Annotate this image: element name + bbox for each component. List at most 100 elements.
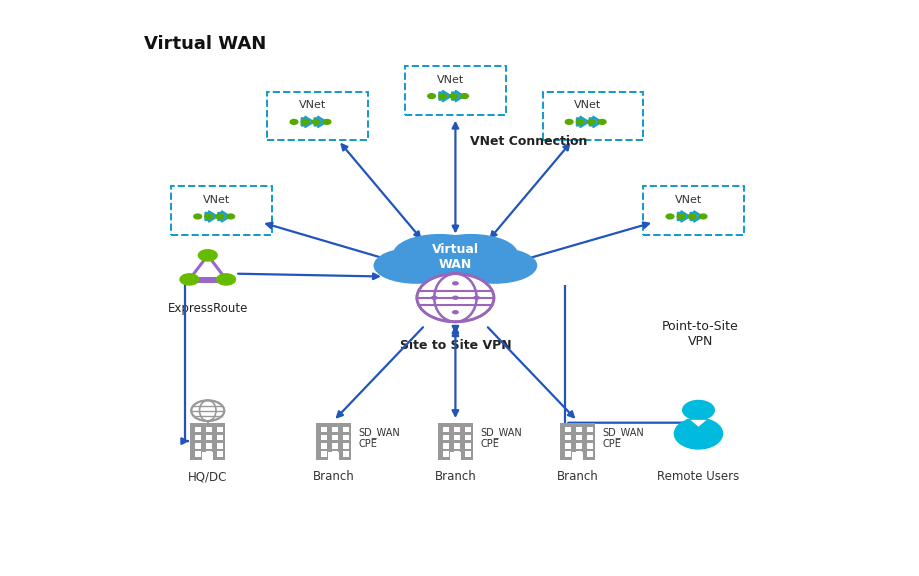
FancyArrow shape (576, 116, 589, 128)
Text: VNet: VNet (437, 74, 463, 85)
Text: Branch: Branch (556, 470, 597, 483)
FancyArrow shape (218, 211, 231, 222)
Circle shape (698, 214, 706, 219)
FancyBboxPatch shape (217, 427, 223, 433)
FancyBboxPatch shape (586, 444, 593, 449)
Circle shape (564, 119, 573, 124)
Circle shape (427, 94, 435, 98)
FancyBboxPatch shape (217, 435, 223, 441)
Circle shape (575, 119, 584, 124)
FancyBboxPatch shape (202, 452, 213, 460)
FancyBboxPatch shape (575, 444, 582, 449)
FancyBboxPatch shape (453, 427, 460, 433)
FancyArrow shape (589, 116, 602, 128)
Circle shape (216, 214, 223, 219)
Text: Branch: Branch (434, 470, 476, 483)
FancyBboxPatch shape (442, 427, 448, 433)
Circle shape (430, 295, 437, 300)
FancyBboxPatch shape (342, 435, 348, 441)
Circle shape (681, 400, 714, 420)
Text: Site to Site VPN: Site to Site VPN (399, 339, 511, 352)
Text: Branch: Branch (312, 470, 354, 483)
FancyBboxPatch shape (586, 427, 593, 433)
Circle shape (179, 273, 199, 286)
Ellipse shape (673, 418, 722, 450)
Text: VNet: VNet (299, 100, 326, 111)
Circle shape (289, 119, 298, 124)
FancyArrow shape (451, 90, 464, 102)
FancyBboxPatch shape (342, 427, 348, 433)
FancyBboxPatch shape (331, 427, 337, 433)
Circle shape (301, 119, 309, 124)
Circle shape (665, 214, 673, 219)
FancyBboxPatch shape (575, 435, 582, 441)
FancyBboxPatch shape (575, 427, 582, 433)
FancyArrow shape (205, 211, 218, 222)
Circle shape (194, 214, 201, 219)
Text: Virtual WAN: Virtual WAN (143, 35, 266, 54)
FancyBboxPatch shape (449, 452, 460, 460)
FancyBboxPatch shape (464, 435, 471, 441)
Circle shape (416, 274, 494, 322)
FancyBboxPatch shape (206, 435, 212, 441)
FancyArrow shape (676, 211, 689, 222)
Polygon shape (189, 255, 226, 279)
Text: VNet: VNet (573, 100, 601, 111)
Circle shape (227, 214, 234, 219)
FancyBboxPatch shape (464, 452, 471, 457)
FancyBboxPatch shape (560, 423, 595, 460)
FancyBboxPatch shape (195, 427, 201, 433)
Circle shape (451, 281, 459, 286)
Text: ExpressRoute: ExpressRoute (167, 302, 248, 315)
Circle shape (687, 214, 695, 219)
Text: Virtual
WAN: Virtual WAN (431, 243, 479, 271)
Text: VNet: VNet (675, 195, 702, 205)
FancyBboxPatch shape (564, 435, 571, 441)
FancyBboxPatch shape (206, 452, 212, 457)
FancyBboxPatch shape (437, 423, 472, 460)
FancyBboxPatch shape (206, 427, 212, 433)
Circle shape (323, 119, 331, 124)
FancyBboxPatch shape (453, 435, 460, 441)
FancyBboxPatch shape (195, 452, 201, 457)
Text: VNet Connection: VNet Connection (470, 135, 587, 149)
FancyBboxPatch shape (542, 92, 642, 141)
FancyBboxPatch shape (453, 444, 460, 449)
FancyArrow shape (313, 116, 326, 128)
Ellipse shape (392, 234, 486, 274)
FancyBboxPatch shape (404, 66, 505, 115)
Text: SD_WAN
CPE: SD_WAN CPE (602, 427, 643, 449)
FancyBboxPatch shape (189, 277, 226, 283)
FancyBboxPatch shape (442, 435, 448, 441)
Text: HQ/DC: HQ/DC (187, 470, 227, 483)
FancyBboxPatch shape (342, 444, 348, 449)
Circle shape (460, 94, 468, 98)
FancyBboxPatch shape (195, 435, 201, 441)
Circle shape (472, 295, 480, 300)
Circle shape (205, 214, 212, 219)
FancyArrow shape (301, 116, 313, 128)
Text: VNet: VNet (202, 195, 230, 205)
FancyBboxPatch shape (464, 444, 471, 449)
FancyBboxPatch shape (315, 423, 350, 460)
Ellipse shape (451, 247, 537, 284)
FancyBboxPatch shape (267, 92, 368, 141)
FancyBboxPatch shape (195, 444, 201, 449)
FancyBboxPatch shape (342, 452, 348, 457)
FancyBboxPatch shape (442, 452, 448, 457)
Circle shape (676, 214, 684, 219)
FancyBboxPatch shape (642, 186, 743, 235)
FancyBboxPatch shape (586, 435, 593, 441)
FancyBboxPatch shape (586, 452, 593, 457)
FancyBboxPatch shape (453, 452, 460, 457)
FancyBboxPatch shape (320, 435, 326, 441)
Circle shape (451, 295, 459, 300)
Circle shape (198, 249, 218, 262)
Circle shape (586, 119, 595, 124)
FancyBboxPatch shape (327, 452, 338, 460)
FancyArrow shape (689, 211, 702, 222)
Ellipse shape (373, 247, 459, 284)
FancyBboxPatch shape (464, 427, 471, 433)
Ellipse shape (416, 257, 494, 287)
FancyBboxPatch shape (320, 444, 326, 449)
